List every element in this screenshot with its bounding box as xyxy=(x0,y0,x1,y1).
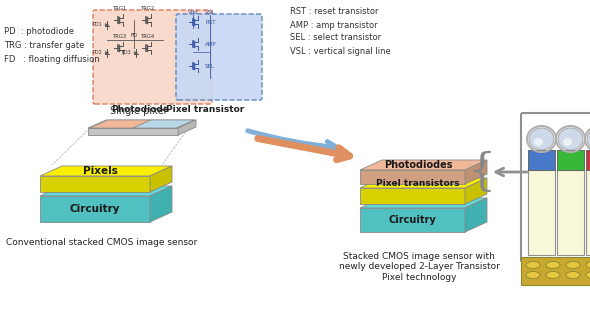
Polygon shape xyxy=(90,120,151,128)
Text: Vdd: Vdd xyxy=(188,10,198,14)
Text: FD: FD xyxy=(130,33,137,38)
Text: TRG2: TRG2 xyxy=(141,6,155,12)
Bar xyxy=(528,150,555,170)
Text: Conventional stacked CMOS image sensor: Conventional stacked CMOS image sensor xyxy=(6,238,197,247)
Bar xyxy=(528,170,555,255)
Text: Pixel transistor: Pixel transistor xyxy=(166,105,244,114)
FancyBboxPatch shape xyxy=(176,14,262,100)
Polygon shape xyxy=(88,120,196,128)
Text: AMP: AMP xyxy=(205,42,217,46)
Ellipse shape xyxy=(563,138,572,146)
Polygon shape xyxy=(465,178,487,204)
Text: VSL : vertical signal line: VSL : vertical signal line xyxy=(290,46,391,55)
Text: Photodiodes: Photodiodes xyxy=(384,160,453,170)
Text: TRG4: TRG4 xyxy=(141,35,155,39)
Ellipse shape xyxy=(526,271,540,278)
Polygon shape xyxy=(360,160,487,170)
Ellipse shape xyxy=(586,271,590,278)
Text: RST : reset transistor: RST : reset transistor xyxy=(290,7,379,17)
Text: PD  : photodiode: PD : photodiode xyxy=(4,28,74,36)
Text: Stacked CMOS image sensor with
newly developed 2-Layer Transistor
Pixel technolo: Stacked CMOS image sensor with newly dev… xyxy=(339,252,500,282)
Polygon shape xyxy=(40,166,172,176)
Polygon shape xyxy=(465,160,487,184)
Ellipse shape xyxy=(566,271,580,278)
Polygon shape xyxy=(40,186,172,196)
Ellipse shape xyxy=(587,128,590,150)
Text: TRG3: TRG3 xyxy=(113,35,127,39)
Polygon shape xyxy=(150,186,172,222)
Ellipse shape xyxy=(586,261,590,268)
Polygon shape xyxy=(360,178,487,188)
Bar xyxy=(521,257,590,285)
Polygon shape xyxy=(133,120,194,128)
Text: Single pixel: Single pixel xyxy=(110,106,166,116)
Bar xyxy=(586,150,590,170)
Text: PD2: PD2 xyxy=(92,51,102,55)
Polygon shape xyxy=(178,120,196,135)
FancyBboxPatch shape xyxy=(93,10,212,104)
Bar xyxy=(586,170,590,255)
Polygon shape xyxy=(105,24,109,26)
Ellipse shape xyxy=(526,261,540,268)
Text: Pixel transistors: Pixel transistors xyxy=(376,179,460,188)
Polygon shape xyxy=(105,52,109,54)
Ellipse shape xyxy=(558,128,583,150)
Text: Photodiode: Photodiode xyxy=(111,105,169,114)
Polygon shape xyxy=(360,188,465,204)
Polygon shape xyxy=(150,166,172,192)
Text: Pixels: Pixels xyxy=(83,166,118,176)
Polygon shape xyxy=(360,198,487,208)
Polygon shape xyxy=(360,208,465,232)
Text: {: { xyxy=(468,150,496,194)
Text: Circuitry: Circuitry xyxy=(389,215,437,225)
Polygon shape xyxy=(40,196,150,222)
Ellipse shape xyxy=(566,261,580,268)
Text: VSL: VSL xyxy=(205,10,215,14)
Text: TRG : transfer gate: TRG : transfer gate xyxy=(4,42,84,51)
Bar xyxy=(557,150,584,170)
Polygon shape xyxy=(360,170,465,184)
Text: TRG1: TRG1 xyxy=(113,6,127,12)
Polygon shape xyxy=(88,128,178,135)
Polygon shape xyxy=(465,198,487,232)
Text: FD   : floating diffusion: FD : floating diffusion xyxy=(4,55,100,65)
Text: SEL : select transistor: SEL : select transistor xyxy=(290,34,381,43)
Polygon shape xyxy=(134,52,138,54)
Text: PD3: PD3 xyxy=(122,51,131,55)
Bar xyxy=(557,170,584,255)
Text: Circuitry: Circuitry xyxy=(70,204,120,214)
Ellipse shape xyxy=(546,271,560,278)
Polygon shape xyxy=(40,176,150,192)
Text: AMP : amp transistor: AMP : amp transistor xyxy=(290,20,378,29)
Ellipse shape xyxy=(534,138,543,146)
Text: PD1: PD1 xyxy=(92,22,102,28)
Ellipse shape xyxy=(529,128,554,150)
Ellipse shape xyxy=(546,261,560,268)
Text: RST: RST xyxy=(205,20,215,25)
Text: SEL: SEL xyxy=(205,63,215,68)
